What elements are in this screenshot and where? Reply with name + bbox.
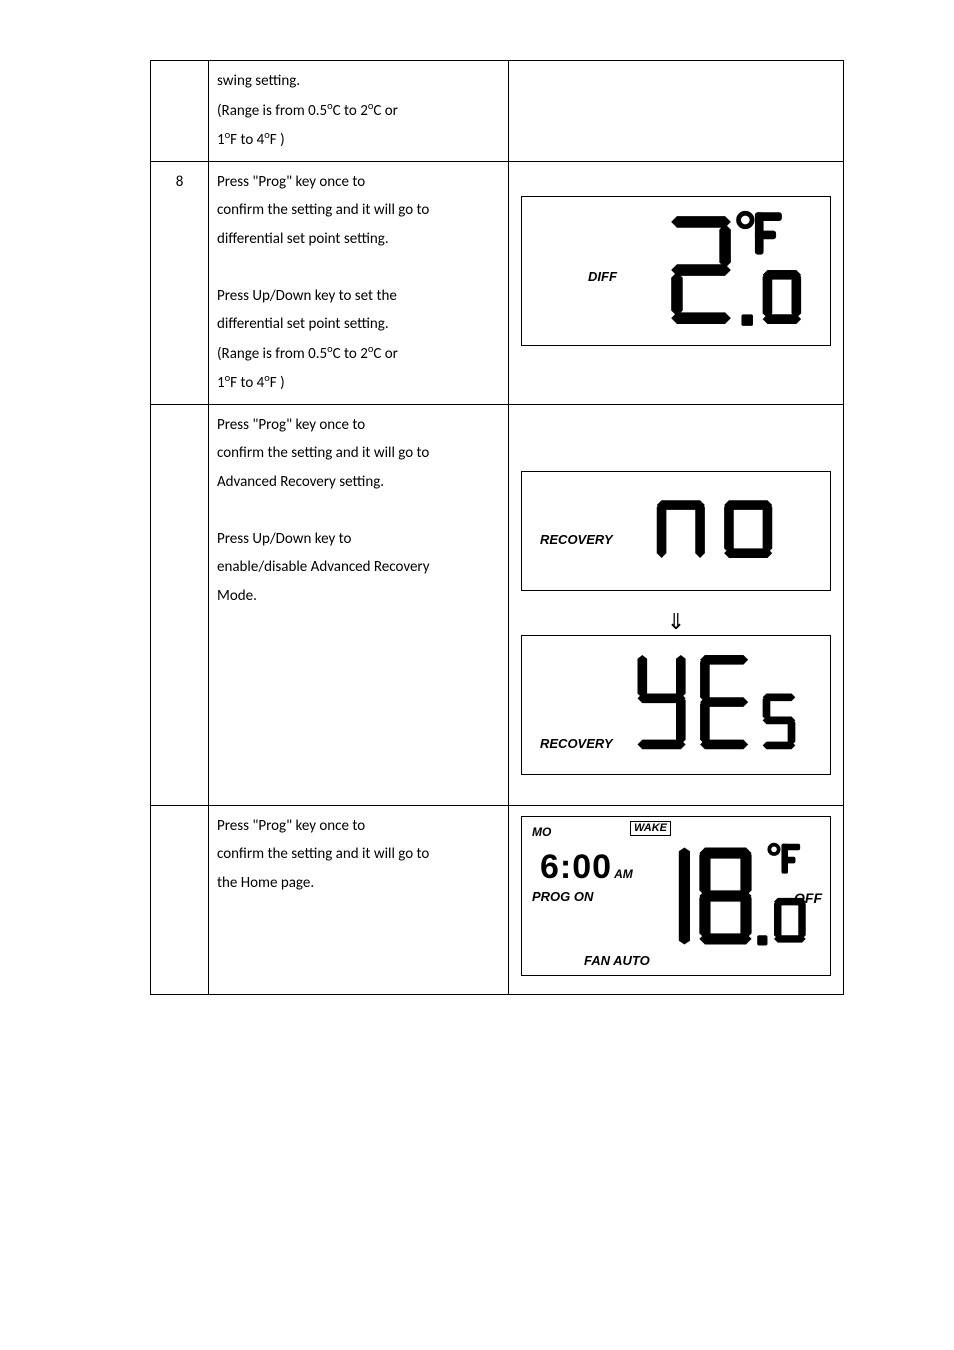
diff-lcd-panel: DIFF [521, 196, 831, 346]
diff-t1: Press "Prog" key once to [217, 173, 365, 191]
row-diff: 8 Press "Prog" key once to confirm the s… [151, 161, 844, 404]
rec-t2: confirm the setting and it will go to [217, 444, 429, 462]
instruction-table: swing setting. (Range is from 0.5oC to 2… [150, 60, 844, 995]
swing-line3: 1oF to 4oF ) [217, 131, 285, 149]
recovery-no-label: RECOVERY [540, 528, 613, 553]
row-swing-tail: swing setting. (Range is from 0.5oC to 2… [151, 61, 844, 162]
home-lcd-panel: MO WAKE 6:00AM PROG ON OFF FAN AUTO [521, 816, 831, 976]
recovery-yes-label: RECOVERY [540, 732, 613, 757]
recovery-num-cell [151, 404, 209, 805]
home-num-cell [151, 805, 209, 994]
rec-t6: Mode. [217, 587, 257, 605]
home-t3: the Home page. [217, 874, 314, 892]
diff-t5: differential set point setting. [217, 315, 389, 333]
recovery-img-cell: RECOVERY [509, 404, 844, 805]
home-text-cell: Press "Prog" key once to confirm the set… [209, 805, 509, 994]
row-recovery: Press "Prog" key once to confirm the set… [151, 404, 844, 805]
recovery-arrow: ⇓ [517, 611, 835, 633]
diff-label: DIFF [588, 265, 617, 290]
recovery-text-cell: Press "Prog" key once to confirm the set… [209, 404, 509, 805]
swing-img-cell [509, 61, 844, 162]
home-t2: confirm the setting and it will go to [217, 845, 429, 863]
rec-t1: Press "Prog" key once to [217, 416, 365, 434]
recovery-no-panel: RECOVERY [521, 471, 831, 591]
rec-t3: Advanced Recovery setting. [217, 473, 384, 491]
diff-t6: (Range is from 0.5oC to 2oC or [217, 345, 398, 363]
recovery-yes-panel: RECOVERY [521, 635, 831, 775]
swing-text-cell: swing setting. (Range is from 0.5oC to 2… [209, 61, 509, 162]
swing-line2: (Range is from 0.5oC to 2oC or [217, 102, 398, 120]
swing-num-cell [151, 61, 209, 162]
home-temp-svg [522, 817, 830, 975]
diff-t2: confirm the setting and it will go to [217, 201, 429, 219]
diff-text-cell: Press "Prog" key once to confirm the set… [209, 161, 509, 404]
diff-t3: differential set point setting. [217, 230, 389, 248]
swing-line1: swing setting. [217, 72, 300, 90]
rec-t5: enable/disable Advanced Recovery [217, 558, 430, 576]
diff-num-cell: 8 [151, 161, 209, 404]
diff-seg-svg [522, 197, 830, 345]
diff-t4: Press Up/Down key to set the [217, 287, 397, 305]
rec-t4: Press Up/Down key to [217, 530, 351, 548]
home-img-cell: MO WAKE 6:00AM PROG ON OFF FAN AUTO [509, 805, 844, 994]
diff-t7: 1oF to 4oF ) [217, 374, 285, 392]
home-t1: Press "Prog" key once to [217, 817, 365, 835]
diff-img-cell: DIFF [509, 161, 844, 404]
row-home: Press "Prog" key once to confirm the set… [151, 805, 844, 994]
